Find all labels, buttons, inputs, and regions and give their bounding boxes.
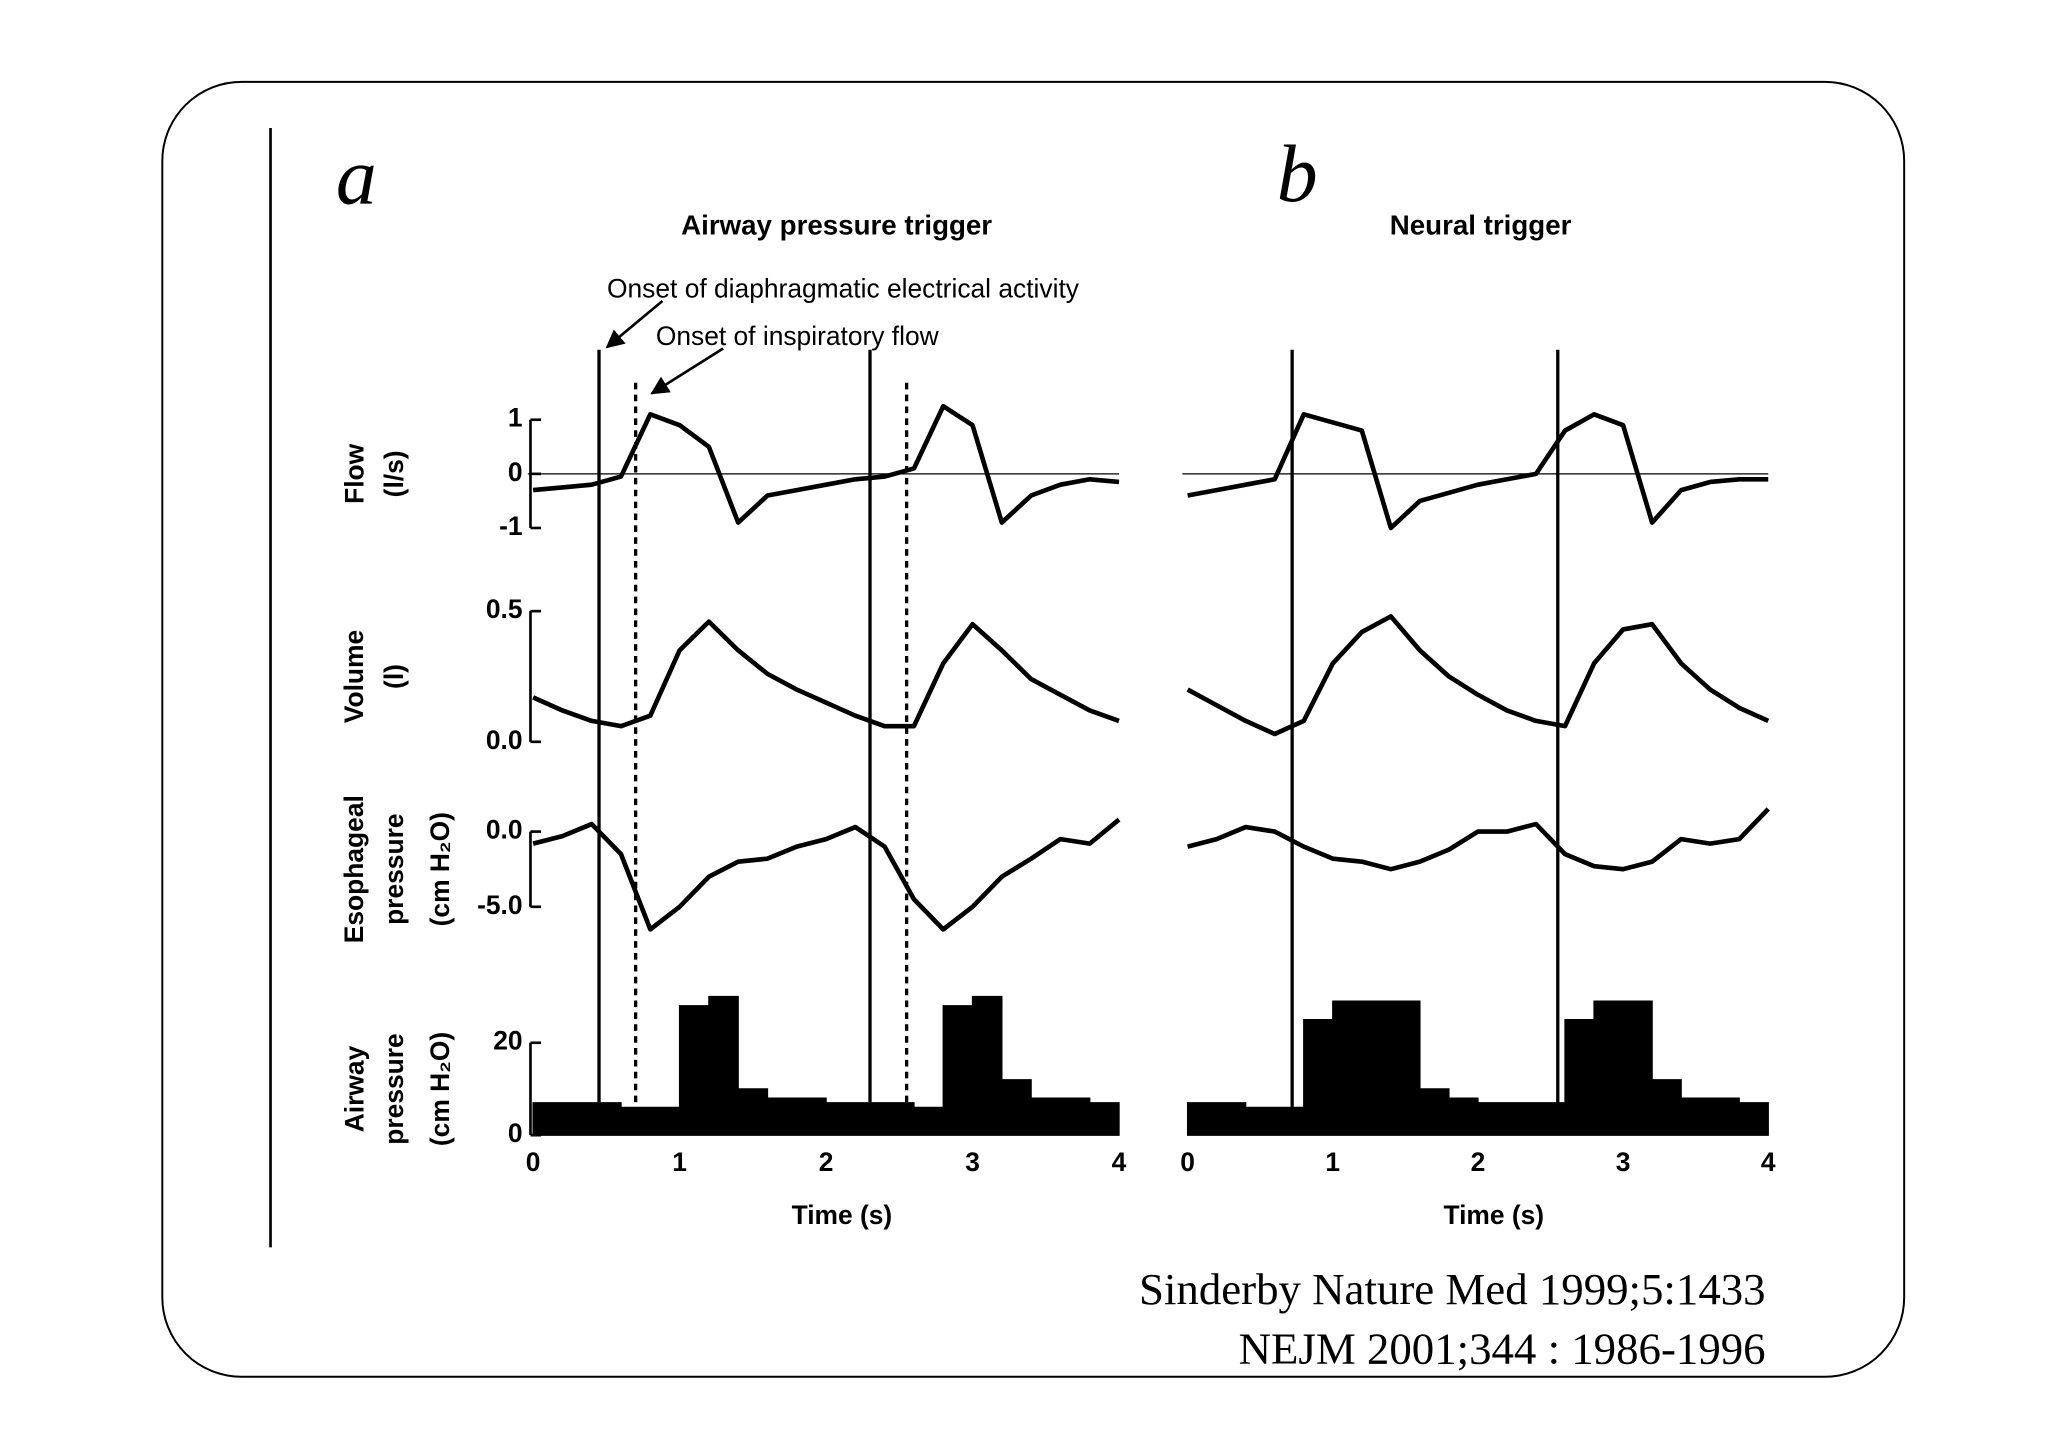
- y-tick-label: 20: [493, 1026, 522, 1056]
- trace: [1187, 412, 1769, 531]
- y-axis-label: (cm H₂O): [425, 1032, 455, 1146]
- y-axis-label: Airway: [339, 1045, 369, 1132]
- y-axis-label: (l): [379, 664, 409, 689]
- y-tick-label: 0.0: [486, 725, 523, 755]
- y-axis-label: Flow: [339, 443, 369, 504]
- y-tick-label: 1: [508, 403, 523, 433]
- y-tick-label: -1: [499, 511, 522, 541]
- x-tick-label: 3: [1616, 1147, 1631, 1177]
- citation: NEJM 2001;344 : 1986-1996: [1239, 1323, 1766, 1373]
- y-axis-label: Esophageal: [339, 795, 369, 943]
- x-tick-label: 4: [1112, 1147, 1127, 1177]
- x-tick-label: 1: [672, 1147, 687, 1177]
- annotation: Onset of inspiratory flow: [656, 321, 940, 351]
- panel-letter: a: [336, 131, 377, 222]
- x-axis-label: Time (s): [792, 1200, 893, 1230]
- trace: [532, 817, 1121, 932]
- airway-area: [1186, 1000, 1769, 1136]
- y-tick-label: 0: [508, 1118, 523, 1148]
- airway-area: [532, 995, 1120, 1136]
- y-tick-label: -5.0: [477, 890, 522, 920]
- annotation-arrow: [605, 299, 664, 349]
- y-tick-label: 0.0: [486, 815, 523, 845]
- annotation-arrow: [650, 347, 724, 395]
- y-axis-label: (cm H₂O): [425, 812, 455, 926]
- citation: Sinderby Nature Med 1999;5:1433: [1139, 1264, 1766, 1314]
- x-tick-label: 0: [526, 1147, 541, 1177]
- y-tick-label: 0.5: [486, 594, 523, 624]
- annotation: Onset of diaphragmatic electrical activi…: [607, 273, 1080, 303]
- trace: [532, 619, 1120, 729]
- x-tick-label: 3: [965, 1147, 980, 1177]
- y-axis-label: pressure: [379, 813, 409, 924]
- panel-title: Neural trigger: [1390, 209, 1572, 240]
- slide-frame: [161, 80, 1906, 1378]
- x-tick-label: 4: [1761, 1147, 1776, 1177]
- trace: [1186, 614, 1770, 737]
- panel-letter: b: [1277, 128, 1318, 219]
- x-tick-label: 2: [819, 1147, 834, 1177]
- y-axis-label: pressure: [379, 1033, 409, 1144]
- x-tick-label: 2: [1471, 1147, 1486, 1177]
- y-axis-label: (l/s): [379, 450, 409, 497]
- y-tick-label: 0: [508, 457, 523, 487]
- x-tick-label: 0: [1180, 1147, 1195, 1177]
- x-axis-label: Time (s): [1443, 1200, 1544, 1230]
- x-tick-label: 1: [1325, 1147, 1340, 1177]
- y-axis-label: Volume: [339, 630, 369, 723]
- trace: [1187, 807, 1770, 872]
- panel-title: Airway pressure trigger: [681, 209, 992, 240]
- trace: [532, 403, 1120, 525]
